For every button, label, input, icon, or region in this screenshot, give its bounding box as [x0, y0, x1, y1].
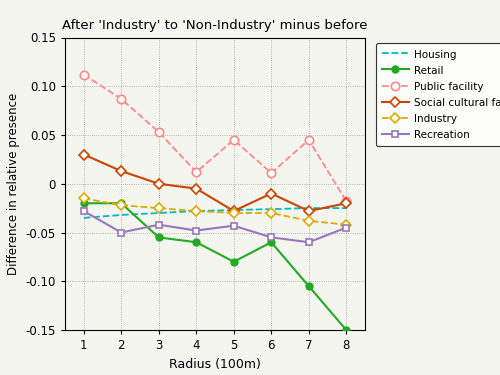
- Public facility: [343, 199, 349, 204]
- Recreation: [231, 224, 237, 228]
- Housing: [193, 209, 199, 213]
- Recreation: [343, 225, 349, 230]
- Housing: [81, 216, 87, 220]
- Line: Housing: Housing: [84, 208, 346, 218]
- Public facility: [268, 171, 274, 175]
- Housing: [231, 208, 237, 212]
- Industry: [268, 211, 274, 215]
- Legend: Housing, Retail, Public facility, Social cultural facility, Industry, Recreation: Housing, Retail, Public facility, Social…: [376, 43, 500, 146]
- X-axis label: Radius (100m): Radius (100m): [169, 358, 261, 370]
- Recreation: [193, 228, 199, 233]
- Public facility: [81, 72, 87, 77]
- Industry: [343, 222, 349, 227]
- Public facility: [156, 130, 162, 134]
- Y-axis label: Difference in relative presence: Difference in relative presence: [7, 93, 20, 275]
- Line: Recreation: Recreation: [80, 208, 349, 246]
- Recreation: [118, 230, 124, 235]
- Retail: [306, 284, 312, 288]
- Social cultural facility: [81, 152, 87, 157]
- Public facility: [306, 138, 312, 142]
- Industry: [156, 206, 162, 210]
- Social cultural facility: [193, 186, 199, 191]
- Industry: [118, 203, 124, 207]
- Retail: [268, 240, 274, 244]
- Housing: [343, 206, 349, 210]
- Social cultural facility: [268, 191, 274, 196]
- Industry: [193, 209, 199, 213]
- Line: Public facility: Public facility: [80, 70, 350, 206]
- Recreation: [306, 240, 312, 244]
- Industry: [81, 196, 87, 201]
- Industry: [231, 211, 237, 215]
- Industry: [306, 219, 312, 223]
- Housing: [156, 211, 162, 215]
- Retail: [343, 328, 349, 332]
- Title: After 'Industry' to 'Non-Industry' minus before: After 'Industry' to 'Non-Industry' minus…: [62, 19, 368, 32]
- Public facility: [193, 170, 199, 174]
- Housing: [118, 213, 124, 217]
- Retail: [193, 240, 199, 244]
- Retail: [156, 235, 162, 240]
- Line: Industry: Industry: [80, 195, 349, 228]
- Social cultural facility: [118, 169, 124, 173]
- Retail: [81, 201, 87, 206]
- Social cultural facility: [231, 209, 237, 213]
- Housing: [268, 207, 274, 212]
- Line: Social cultural facility: Social cultural facility: [80, 151, 349, 214]
- Recreation: [81, 209, 87, 213]
- Recreation: [268, 235, 274, 240]
- Public facility: [118, 97, 124, 101]
- Retail: [118, 201, 124, 206]
- Social cultural facility: [306, 209, 312, 213]
- Public facility: [231, 138, 237, 142]
- Social cultural facility: [156, 182, 162, 186]
- Social cultural facility: [343, 201, 349, 206]
- Housing: [306, 206, 312, 210]
- Line: Retail: Retail: [80, 200, 349, 333]
- Retail: [231, 260, 237, 264]
- Recreation: [156, 222, 162, 227]
